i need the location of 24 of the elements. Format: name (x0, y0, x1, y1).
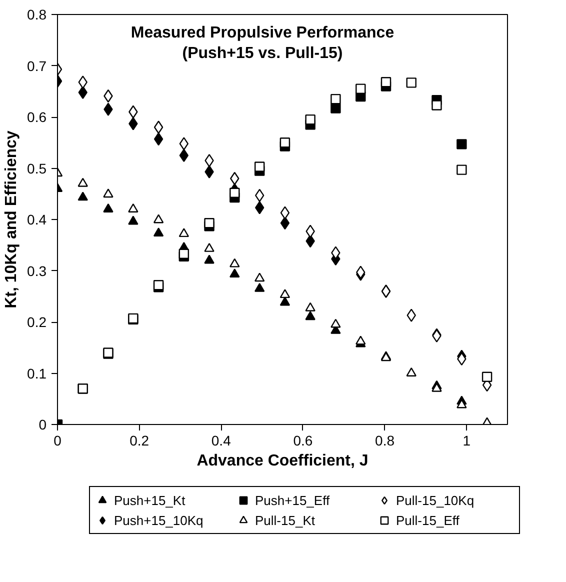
legend-label: Push+15_Kt (114, 492, 186, 508)
legend-label: Pull-15_Kt (255, 512, 316, 528)
text: Measured Propulsive Performance (Push+15 vs. Pull-15) (130, 24, 394, 62)
y-tick-label: 0.7 (27, 58, 47, 74)
legend-label: Push+15_10Kq (114, 512, 204, 528)
x-tick-label: 0.2 (130, 432, 150, 448)
y-tick-label: 0.6 (27, 109, 47, 125)
x-axis-title: Advance Coefficient, J (196, 452, 368, 470)
y-tick-label: 0.4 (27, 212, 47, 228)
legend-label: Pull-15_Eff (396, 512, 460, 528)
y-tick-label: 0 (38, 416, 47, 432)
legend-label: Pull-15_10Kq (396, 492, 476, 508)
y-tick-label: 0.1 (27, 365, 47, 382)
y-axis-title: Kt, 10Kq and Efficiency (3, 130, 20, 308)
x-tick-label: 0.4 (211, 432, 232, 448)
x-tick-label: 0.8 (375, 432, 395, 448)
x-tick-label: 1 (462, 432, 471, 448)
y-tick-label: 0.2 (27, 314, 47, 330)
y-tick-label: 0.5 (27, 160, 47, 176)
y-tick-label: 0.3 (27, 262, 47, 279)
x-tick-label: 0.6 (293, 432, 313, 448)
x-tick-label: 0 (54, 432, 62, 448)
legend-label: Push+15_Eff (255, 492, 331, 508)
y-tick-label: 0.8 (27, 6, 47, 22)
